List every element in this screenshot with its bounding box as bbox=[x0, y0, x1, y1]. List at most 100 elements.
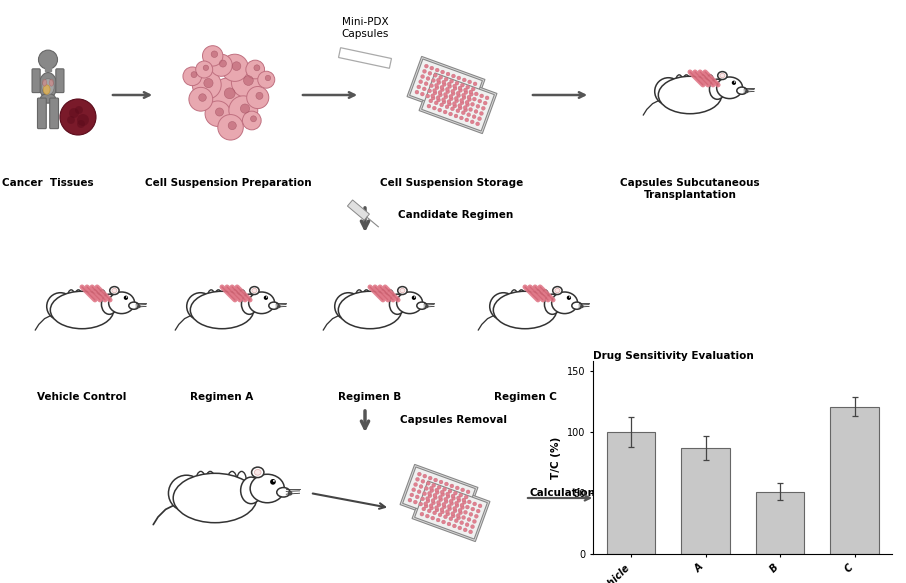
Circle shape bbox=[457, 516, 460, 520]
Text: Mini-PDX
Capsules: Mini-PDX Capsules bbox=[342, 17, 389, 39]
Circle shape bbox=[426, 514, 429, 518]
Ellipse shape bbox=[676, 75, 683, 89]
Circle shape bbox=[426, 499, 430, 503]
Ellipse shape bbox=[737, 87, 747, 94]
Circle shape bbox=[459, 116, 463, 120]
Ellipse shape bbox=[39, 72, 57, 99]
Circle shape bbox=[745, 90, 748, 93]
Circle shape bbox=[217, 114, 244, 140]
Circle shape bbox=[417, 490, 421, 494]
Ellipse shape bbox=[683, 75, 690, 89]
Circle shape bbox=[447, 100, 451, 104]
Ellipse shape bbox=[206, 472, 215, 490]
Ellipse shape bbox=[535, 290, 542, 304]
Text: Capsules Removal: Capsules Removal bbox=[400, 415, 507, 425]
Circle shape bbox=[457, 496, 460, 500]
Circle shape bbox=[456, 109, 460, 113]
Circle shape bbox=[435, 83, 439, 87]
Circle shape bbox=[465, 100, 469, 104]
Circle shape bbox=[198, 94, 207, 101]
Text: Vehicle Control: Vehicle Control bbox=[37, 392, 127, 402]
Circle shape bbox=[411, 488, 416, 491]
Ellipse shape bbox=[101, 294, 117, 314]
Circle shape bbox=[433, 496, 438, 500]
Circle shape bbox=[420, 512, 424, 516]
Ellipse shape bbox=[231, 290, 238, 304]
Circle shape bbox=[464, 90, 467, 94]
Circle shape bbox=[437, 80, 440, 85]
Circle shape bbox=[254, 65, 260, 71]
Circle shape bbox=[246, 86, 269, 108]
Circle shape bbox=[433, 73, 438, 77]
Circle shape bbox=[438, 485, 441, 489]
Ellipse shape bbox=[552, 292, 577, 314]
Circle shape bbox=[470, 103, 475, 106]
Circle shape bbox=[435, 68, 439, 72]
Circle shape bbox=[429, 504, 433, 508]
Circle shape bbox=[449, 79, 454, 83]
Circle shape bbox=[451, 496, 456, 500]
Circle shape bbox=[420, 497, 425, 501]
Circle shape bbox=[457, 76, 461, 80]
Circle shape bbox=[211, 78, 245, 112]
Circle shape bbox=[472, 97, 477, 101]
Circle shape bbox=[448, 489, 452, 493]
Circle shape bbox=[448, 82, 451, 86]
Circle shape bbox=[466, 505, 469, 509]
Circle shape bbox=[435, 86, 439, 90]
Ellipse shape bbox=[355, 290, 362, 304]
Ellipse shape bbox=[417, 302, 427, 309]
Circle shape bbox=[244, 76, 254, 86]
Circle shape bbox=[454, 96, 458, 100]
Circle shape bbox=[443, 110, 447, 114]
Ellipse shape bbox=[545, 294, 560, 314]
Circle shape bbox=[453, 491, 458, 495]
Circle shape bbox=[440, 85, 444, 89]
Polygon shape bbox=[412, 479, 490, 542]
Circle shape bbox=[69, 108, 79, 118]
Circle shape bbox=[211, 51, 217, 58]
Circle shape bbox=[455, 501, 458, 505]
Circle shape bbox=[435, 490, 439, 494]
Circle shape bbox=[192, 71, 221, 99]
Circle shape bbox=[471, 507, 475, 511]
Ellipse shape bbox=[397, 292, 422, 314]
Ellipse shape bbox=[68, 290, 75, 304]
Ellipse shape bbox=[111, 289, 117, 293]
FancyBboxPatch shape bbox=[50, 98, 59, 129]
Circle shape bbox=[431, 79, 436, 82]
Circle shape bbox=[257, 71, 275, 88]
Circle shape bbox=[221, 54, 248, 82]
Ellipse shape bbox=[43, 85, 50, 94]
Circle shape bbox=[419, 484, 423, 489]
Text: Regimen B: Regimen B bbox=[338, 392, 401, 402]
Circle shape bbox=[460, 101, 464, 104]
Circle shape bbox=[453, 509, 457, 512]
Circle shape bbox=[451, 494, 455, 498]
Circle shape bbox=[270, 479, 275, 484]
Text: Cell Suspension Storage: Cell Suspension Storage bbox=[381, 178, 524, 188]
Circle shape bbox=[427, 482, 430, 485]
Text: Regimen A: Regimen A bbox=[190, 392, 254, 402]
Circle shape bbox=[458, 89, 462, 92]
Ellipse shape bbox=[250, 287, 259, 294]
Circle shape bbox=[440, 490, 444, 494]
Circle shape bbox=[732, 80, 736, 85]
Circle shape bbox=[465, 523, 469, 526]
Y-axis label: T/C (%): T/C (%) bbox=[551, 437, 561, 479]
Circle shape bbox=[449, 501, 454, 505]
Circle shape bbox=[203, 45, 223, 66]
Bar bbox=[756, 491, 805, 554]
Circle shape bbox=[414, 296, 415, 298]
Circle shape bbox=[429, 66, 434, 70]
Ellipse shape bbox=[47, 293, 74, 320]
Circle shape bbox=[77, 114, 89, 126]
Circle shape bbox=[458, 526, 462, 530]
Circle shape bbox=[480, 94, 484, 98]
Ellipse shape bbox=[252, 467, 264, 477]
Circle shape bbox=[60, 99, 96, 135]
Circle shape bbox=[438, 108, 441, 112]
Text: Capsules Subcutaneous
Transplantation: Capsules Subcutaneous Transplantation bbox=[621, 178, 760, 199]
Circle shape bbox=[429, 476, 432, 480]
Ellipse shape bbox=[362, 290, 370, 304]
